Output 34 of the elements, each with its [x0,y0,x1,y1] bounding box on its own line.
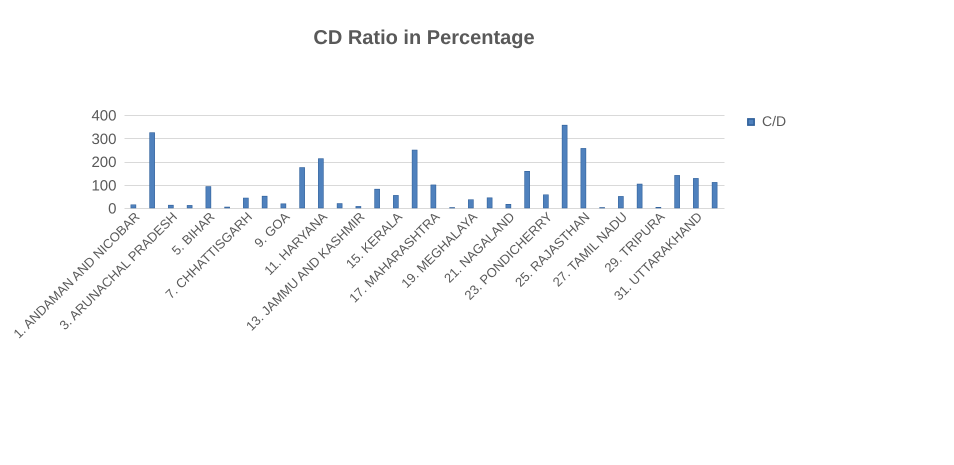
bar [393,195,399,208]
y-tick-label: 0 [108,200,116,218]
bar [318,158,324,208]
bar [486,197,492,208]
bar [562,124,568,208]
bar [336,203,342,208]
bar [168,204,174,208]
bar [280,204,286,208]
bar [543,194,549,208]
bar [712,182,718,208]
bar [206,186,212,208]
bar [468,199,474,208]
bar [580,148,586,208]
y-tick-label: 400 [91,108,116,124]
bar [262,196,268,208]
bar [430,184,436,208]
bar [374,188,380,208]
bar [186,205,192,208]
bar [636,184,642,208]
bar [524,170,530,208]
y-tick-label: 300 [91,130,116,148]
bar [149,132,155,208]
bar [693,178,699,208]
bar [506,204,512,208]
y-tick-label: 200 [91,154,116,171]
bar [618,196,624,208]
bar [299,167,305,208]
chart-title: CD Ratio in Percentage [313,27,535,49]
bar [243,198,249,208]
y-tick-label: 100 [91,177,116,194]
legend-label: C/D [762,113,786,129]
bar [130,204,136,208]
bar [412,150,418,208]
bar [674,175,680,208]
